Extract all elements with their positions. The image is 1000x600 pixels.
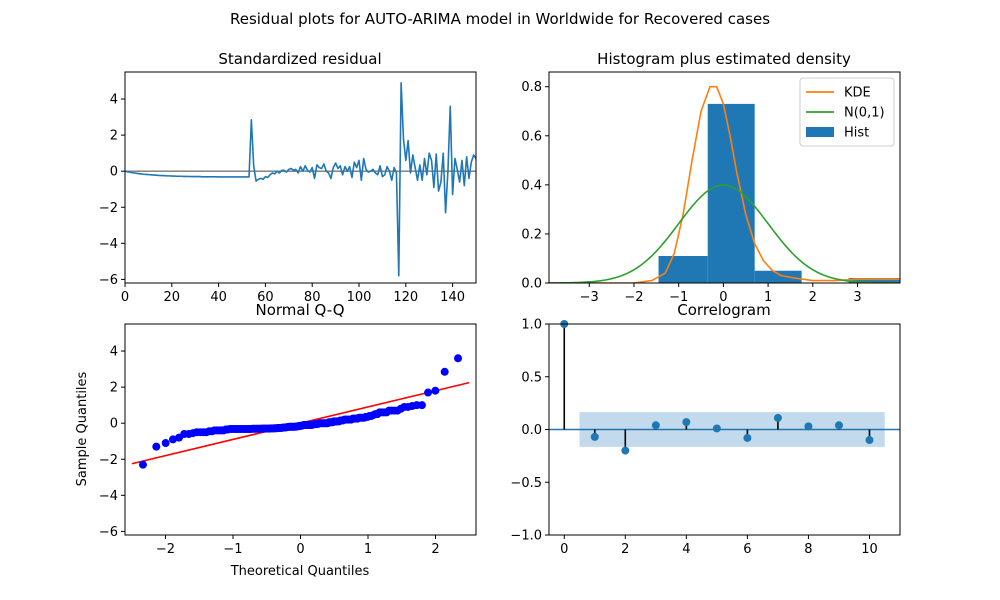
- qq-xtick-label: 0: [296, 542, 304, 557]
- acf-point: [743, 433, 752, 442]
- qq-point: [417, 401, 426, 410]
- histogram-xtick-label: 1: [764, 290, 772, 305]
- acf-xtick-label: 2: [621, 542, 629, 557]
- qq-xlabel: Theoretical Quantiles: [230, 564, 370, 579]
- qq-ytick-label: −4: [99, 489, 118, 504]
- residual-xtick-label: 80: [304, 290, 321, 305]
- acf-point: [834, 421, 843, 430]
- residual-xtick-label: 0: [121, 290, 129, 305]
- qq-xtick-label: −1: [223, 542, 242, 557]
- acf-xtick-label: 8: [804, 542, 812, 557]
- residual-axes-frame: [124, 71, 477, 284]
- qq-point: [480, 331, 488, 339]
- correlogram-title: Correlogram: [677, 301, 770, 319]
- residual-ytick-label: −2: [99, 201, 118, 216]
- histogram-legend: KDE N(0,1) Hist: [799, 77, 895, 147]
- qq-point: [424, 388, 433, 397]
- histogram-xtick-label: −1: [669, 290, 688, 305]
- qq-ytick-label: −6: [99, 525, 118, 540]
- normal-qq-title: Normal Q-Q: [255, 301, 344, 319]
- acf-xtick-label: 6: [743, 542, 751, 557]
- acf-ytick-label: 1.0: [521, 318, 542, 333]
- qq-point: [454, 354, 463, 363]
- correlogram-plot: Correlogram 0 2 4 6 8 10 −1.0 −0.5 0.0 0.5 1.0: [510, 301, 901, 557]
- qq-point: [168, 435, 177, 444]
- residual-xtick-label: 100: [347, 290, 372, 305]
- acf-point: [682, 418, 691, 427]
- normal-qq-plot: Normal Q-Q Theoretical Quantiles Sample …: [75, 301, 488, 579]
- qq-point: [440, 367, 449, 376]
- acf-xtick-label: 10: [861, 542, 878, 557]
- residual-xtick-label: 40: [210, 290, 227, 305]
- histogram-xtick-label: −3: [580, 290, 599, 305]
- acf-ytick-label: −0.5: [510, 476, 542, 491]
- qq-ytick-label: −2: [99, 453, 118, 468]
- figure-suptitle: Residual plots for AUTO-ARIMA model in W…: [230, 10, 770, 28]
- histogram-xtick-label: −2: [624, 290, 643, 305]
- acf-point: [773, 413, 782, 422]
- residual-xtick-label: 120: [393, 290, 418, 305]
- residual-ytick-label: 2: [110, 129, 118, 144]
- histogram-bar: [754, 270, 802, 283]
- acf-point: [712, 424, 721, 433]
- acf-xtick-label: 0: [560, 542, 568, 557]
- residual-xtick-label: 140: [440, 290, 465, 305]
- histogram-ytick-label: 0.8: [521, 80, 542, 95]
- standardized-residual-plot: Standardized residual 0 20 40 60 80 100 120 140…: [99, 50, 477, 305]
- acf-ytick-label: 0.0: [521, 423, 542, 438]
- histogram-xtick-label: 3: [853, 290, 861, 305]
- qq-point: [152, 442, 161, 451]
- qq-point: [138, 460, 147, 469]
- histogram-ytick-label: 0.2: [521, 227, 542, 242]
- legend-hist-swatch: [806, 127, 834, 137]
- kde-curve: [549, 85, 900, 283]
- residual-ytick-label: −4: [99, 237, 118, 252]
- histogram-ytick-label: 0.6: [521, 129, 542, 144]
- qq-ytick-label: 0: [110, 417, 118, 432]
- residual-xtick-label: 20: [164, 290, 181, 305]
- legend-normal-label: N(0,1): [844, 106, 885, 121]
- histogram-density-title: Histogram plus estimated density: [597, 50, 851, 68]
- histogram-bar: [707, 103, 755, 283]
- residual-xtick-label: 60: [257, 290, 274, 305]
- histogram-density-plot: Histogram plus estimated density −3 −2 −1 0…: [521, 50, 901, 305]
- qq-point: [161, 439, 170, 448]
- qq-xtick-label: 1: [364, 542, 372, 557]
- histogram-ytick-label: 0.0: [521, 277, 542, 292]
- acf-point: [621, 446, 630, 455]
- acf-ytick-label: −1.0: [510, 529, 542, 544]
- histogram-xtick-label: 2: [809, 290, 817, 305]
- qq-ytick-label: 2: [110, 381, 118, 396]
- acf-point: [651, 421, 660, 430]
- acf-xtick-label: 4: [682, 542, 690, 557]
- histogram-xtick-label: 0: [719, 290, 727, 305]
- residual-ytick-label: −6: [99, 273, 118, 288]
- acf-point: [804, 422, 813, 431]
- standardized-residual-title: Standardized residual: [218, 50, 381, 68]
- acf-point: [865, 436, 874, 445]
- qq-point: [431, 386, 440, 395]
- histogram-ytick-label: 0.4: [521, 178, 542, 193]
- qq-xtick-label: 2: [431, 542, 439, 557]
- normal-pdf-curve: [549, 184, 900, 283]
- legend-hist-label: Hist: [844, 126, 869, 141]
- qq-xtick-label: −2: [156, 542, 175, 557]
- qq-ytick-label: 4: [110, 345, 118, 360]
- acf-point: [590, 432, 599, 441]
- qq-ylabel: Sample Quantiles: [75, 371, 90, 486]
- residual-ytick-label: 0: [110, 165, 118, 180]
- residual-ytick-label: 4: [110, 93, 118, 108]
- histogram-axes-frame: [548, 71, 901, 284]
- residual-series-line: [125, 82, 476, 277]
- histogram-bar: [658, 256, 708, 283]
- acf-ytick-label: 0.5: [521, 370, 542, 385]
- histogram-bar: [848, 278, 900, 283]
- legend-kde-label: KDE: [844, 86, 871, 101]
